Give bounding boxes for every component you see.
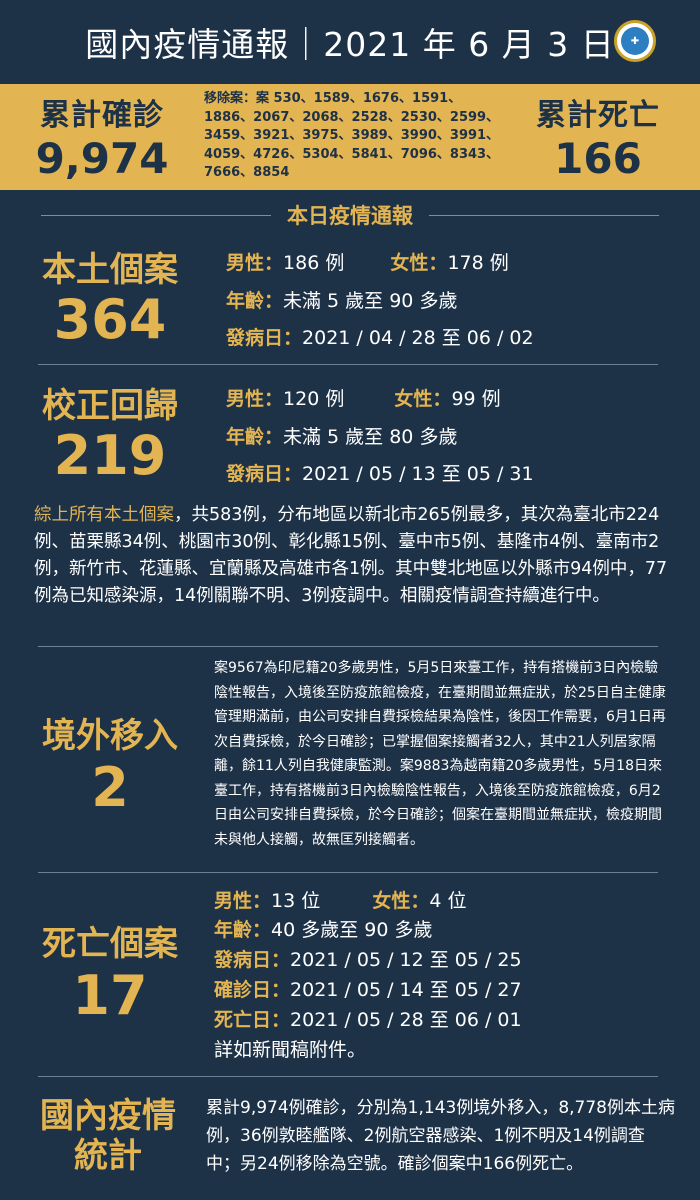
- stats-label: 國內疫情 統計: [40, 1096, 176, 1176]
- summary-paragraph: 綜上所有本土個案，共583例，分布地區以新北市265例最多，其次為臺北市224例…: [34, 502, 670, 610]
- backlog-onset-line: 發病日：2021 / 05 / 13 至 05 / 31: [226, 463, 534, 485]
- total-confirmed-value: 9,974: [35, 134, 169, 183]
- divider: [38, 646, 658, 647]
- backlog-age-line: 年齡：未滿 5 歲至 80 多歲: [226, 426, 458, 448]
- local-cases-label: 本土個案: [42, 250, 178, 290]
- summary-text: ，共583例，分布地區以新北市265例最多，其次為臺北市224例、苗栗縣34例、…: [34, 505, 668, 606]
- local-cases-value: 364: [53, 288, 167, 351]
- imported-cases-text: 案9567為印尼籍20多歲男性，5月5日來臺工作，持有搭機前3日內檢驗陰性報告，…: [214, 660, 666, 848]
- backlog-gender-line: 男性：120 例 女性：99 例: [226, 388, 501, 410]
- death-cases-label: 死亡個案: [42, 924, 178, 964]
- section-title: 本日疫情通報: [287, 204, 413, 228]
- imported-cases-value: 2: [91, 756, 129, 819]
- local-gender-line: 男性：186 例 女性：178 例: [226, 252, 509, 274]
- divider: [38, 872, 658, 873]
- divider: [38, 1076, 658, 1077]
- totals-band: 累計確診 9,974 移除案：案 530、1589、1676、1591、1886…: [0, 84, 700, 190]
- death-cases-value: 17: [72, 964, 148, 1027]
- local-age-line: 年齡：未滿 5 歲至 90 多歲: [226, 290, 458, 312]
- total-deaths: 累計死亡 166: [510, 90, 686, 184]
- backlog-cases-value: 219: [53, 424, 167, 487]
- section-heading: 本日疫情通報: [0, 200, 700, 230]
- death-confirm-line: 確診日：2021 / 05 / 14 至 05 / 27: [214, 979, 522, 1001]
- imported-cases-label: 境外移入: [42, 716, 178, 756]
- total-deaths-label: 累計死亡: [536, 98, 660, 133]
- summary-lead: 綜上所有本土個案: [34, 505, 174, 525]
- death-gender-line: 男性：13 位 女性：4 位: [214, 890, 467, 912]
- death-note-line: 詳如新聞稿附件。: [214, 1039, 367, 1061]
- removed-cases-text: 移除案：案 530、1589、1676、1591、1886、2067、2068、…: [204, 91, 500, 180]
- total-confirmed: 累計確診 9,974: [14, 90, 190, 184]
- divider: [38, 364, 658, 365]
- header: 國內疫情通報｜2021 年 6 月 3 日: [0, 0, 700, 84]
- death-date-line: 死亡日：2021 / 05 / 28 至 06 / 01: [214, 1009, 522, 1031]
- backlog-cases-label: 校正回歸: [42, 386, 178, 426]
- death-age-line: 年齡：40 多歲至 90 多歲: [214, 919, 433, 941]
- total-deaths-value: 166: [554, 134, 642, 183]
- cdc-logo-icon: ✚: [614, 20, 656, 62]
- heading-divider-right: [429, 214, 659, 216]
- stats-text: 累計9,974例確診，分別為1,143例境外移入，8,778例本土病例，36例敦…: [206, 1098, 676, 1174]
- death-onset-line: 發病日：2021 / 05 / 12 至 05 / 25: [214, 949, 522, 971]
- total-confirmed-label: 累計確診: [40, 98, 164, 133]
- page-title: 國內疫情通報｜2021 年 6 月 3 日: [85, 25, 615, 64]
- local-onset-line: 發病日：2021 / 04 / 28 至 06 / 02: [226, 327, 534, 349]
- heading-divider-left: [41, 214, 271, 216]
